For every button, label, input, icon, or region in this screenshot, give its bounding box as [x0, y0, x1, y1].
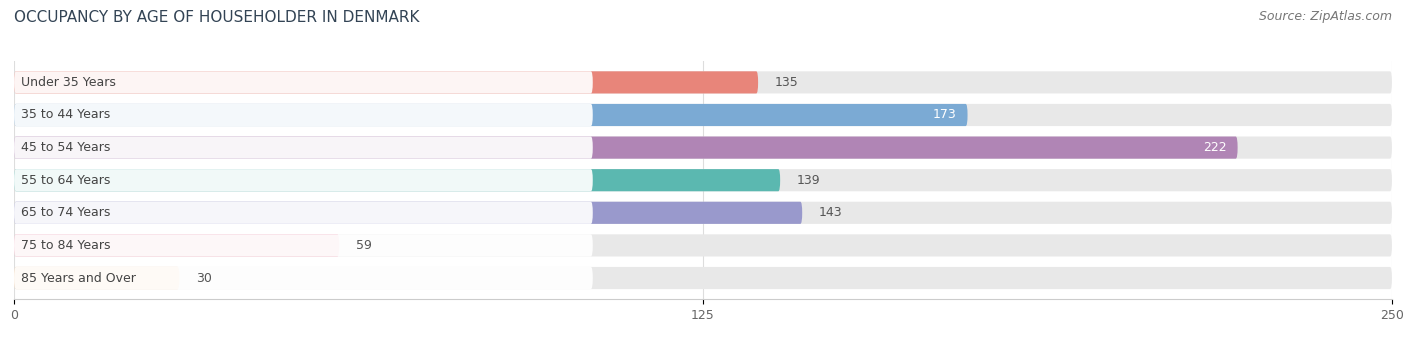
FancyBboxPatch shape [14, 71, 758, 94]
Text: 173: 173 [932, 108, 956, 121]
FancyBboxPatch shape [14, 169, 1392, 191]
FancyBboxPatch shape [14, 169, 593, 191]
Text: 55 to 64 Years: 55 to 64 Years [21, 174, 111, 187]
Text: 139: 139 [797, 174, 820, 187]
Text: 143: 143 [818, 206, 842, 219]
FancyBboxPatch shape [14, 104, 1392, 126]
FancyBboxPatch shape [14, 267, 180, 289]
FancyBboxPatch shape [14, 137, 1392, 159]
FancyBboxPatch shape [14, 137, 593, 159]
FancyBboxPatch shape [14, 267, 593, 289]
FancyBboxPatch shape [14, 104, 593, 126]
Text: 75 to 84 Years: 75 to 84 Years [21, 239, 111, 252]
FancyBboxPatch shape [14, 267, 1392, 289]
FancyBboxPatch shape [14, 234, 339, 256]
Text: 35 to 44 Years: 35 to 44 Years [21, 108, 111, 121]
FancyBboxPatch shape [14, 137, 1237, 159]
Text: OCCUPANCY BY AGE OF HOUSEHOLDER IN DENMARK: OCCUPANCY BY AGE OF HOUSEHOLDER IN DENMA… [14, 10, 419, 25]
Text: 222: 222 [1204, 141, 1226, 154]
Text: Under 35 Years: Under 35 Years [21, 76, 117, 89]
FancyBboxPatch shape [14, 104, 967, 126]
FancyBboxPatch shape [14, 71, 593, 94]
Text: 85 Years and Over: 85 Years and Over [21, 272, 136, 285]
FancyBboxPatch shape [14, 202, 593, 224]
FancyBboxPatch shape [14, 234, 593, 256]
Text: 135: 135 [775, 76, 799, 89]
FancyBboxPatch shape [14, 202, 1392, 224]
FancyBboxPatch shape [14, 169, 780, 191]
Text: 65 to 74 Years: 65 to 74 Years [21, 206, 111, 219]
FancyBboxPatch shape [14, 234, 1392, 256]
FancyBboxPatch shape [14, 71, 1392, 94]
Text: 30: 30 [195, 272, 212, 285]
Text: 45 to 54 Years: 45 to 54 Years [21, 141, 111, 154]
Text: Source: ZipAtlas.com: Source: ZipAtlas.com [1258, 10, 1392, 23]
Text: 59: 59 [356, 239, 371, 252]
FancyBboxPatch shape [14, 202, 803, 224]
